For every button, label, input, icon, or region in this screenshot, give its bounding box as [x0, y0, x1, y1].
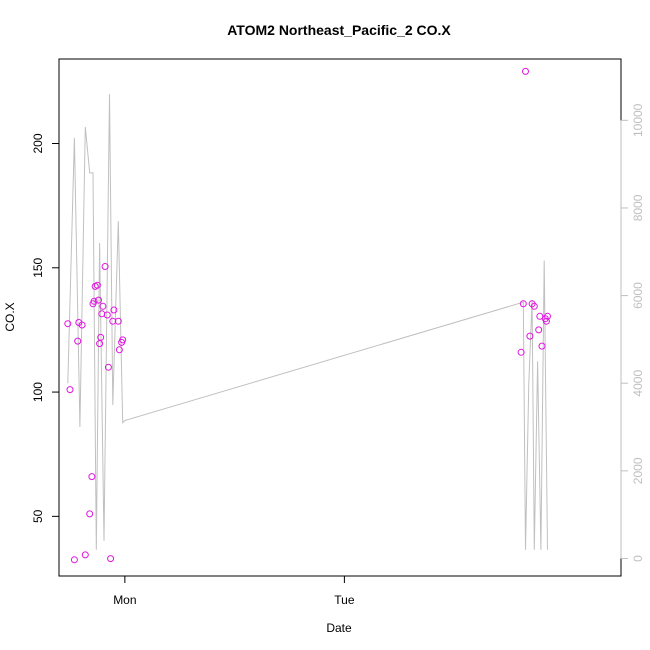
data-point — [522, 67, 529, 75]
data-point — [530, 302, 538, 310]
data-points-group — [64, 67, 551, 564]
data-point — [95, 296, 102, 304]
y-right-tick-label: 6000 — [631, 282, 645, 309]
data-point — [96, 340, 104, 348]
data-point — [97, 333, 105, 341]
y-left-tick-label: 50 — [31, 509, 45, 523]
data-point — [517, 348, 525, 356]
data-point — [535, 326, 543, 334]
y-left-tick-label: 200 — [31, 133, 45, 153]
data-point — [107, 555, 115, 563]
data-point — [544, 312, 551, 320]
y-axis-label: CO.X — [3, 302, 17, 331]
data-point — [66, 386, 74, 394]
data-point — [104, 363, 112, 371]
data-point — [64, 320, 72, 328]
data-point — [81, 551, 89, 559]
data-point — [115, 346, 123, 354]
data-point — [88, 473, 96, 481]
y-right-tick-label: 8000 — [631, 194, 645, 221]
data-point — [519, 300, 527, 308]
data-point — [90, 297, 98, 305]
data-point — [86, 510, 94, 518]
chart-title: ATOM2 Northeast_Pacific_2 CO.X — [227, 22, 451, 38]
series-line — [67, 94, 548, 550]
y-left-tick-label: 100 — [31, 382, 45, 402]
y-right-tick-label: 4000 — [631, 370, 645, 397]
data-point — [74, 337, 82, 345]
data-point — [110, 306, 118, 314]
x-tick-label: Mon — [113, 593, 136, 607]
y-left-tick-label: 150 — [31, 257, 45, 277]
data-point — [101, 263, 109, 270]
data-point — [526, 332, 534, 340]
data-point — [98, 310, 106, 318]
y-right-tick-label: 0 — [631, 555, 645, 562]
data-point — [93, 281, 101, 289]
data-point — [119, 336, 127, 344]
data-point — [70, 556, 78, 564]
data-point — [78, 321, 86, 329]
data-point — [538, 342, 546, 350]
data-point — [542, 317, 550, 325]
data-point — [114, 317, 122, 325]
y-right-tick-label: 10000 — [631, 103, 645, 137]
x-tick-label: Tue — [334, 593, 355, 607]
data-point — [103, 311, 111, 319]
right-axis-series-line-group — [67, 94, 548, 550]
data-point — [99, 302, 107, 310]
x-axis-label: Date — [326, 621, 352, 635]
y-right-tick-label: 2000 — [631, 457, 645, 484]
